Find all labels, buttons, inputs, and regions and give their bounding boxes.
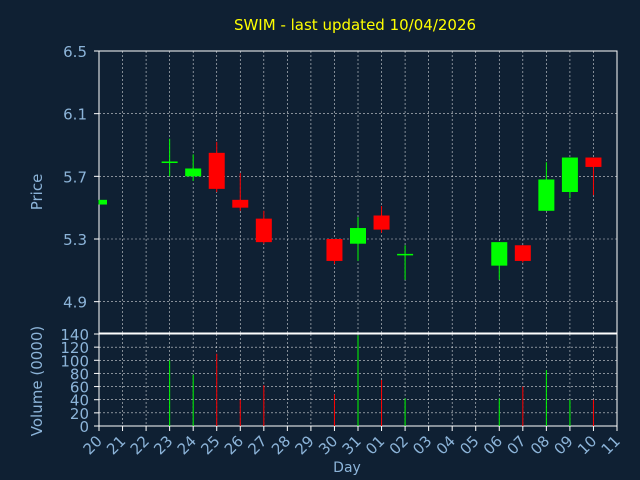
x-tick-label: 11	[598, 432, 624, 458]
x-tick-label: 24	[174, 432, 200, 458]
x-tick-label: 25	[197, 432, 223, 458]
x-tick-label: 22	[127, 432, 153, 458]
x-tick-label: 27	[244, 432, 270, 458]
candle-body	[255, 218, 272, 243]
volume-axis-label: Volume (0000)	[28, 326, 46, 436]
x-tick-label: 20	[80, 432, 106, 458]
x-tick-label: 03	[409, 432, 435, 458]
candles	[98, 138, 602, 280]
volume-tick-label: 0	[79, 418, 89, 436]
x-tick-label: 31	[339, 432, 365, 458]
candle-body	[350, 228, 366, 244]
candle-body	[373, 215, 390, 230]
x-tick-label: 29	[292, 432, 318, 458]
x-tick-label: 01	[362, 432, 388, 458]
price-tick-label: 5.7	[63, 168, 87, 186]
volume-tick-label: 20	[70, 405, 89, 423]
price-panel: 4.9 5.3 5.7 6.1 6.5 Price	[28, 43, 618, 334]
volume-tick-label: 140	[60, 326, 89, 344]
x-tick-label: 10	[574, 432, 600, 458]
price-tick-label: 5.3	[63, 231, 87, 249]
candle-body	[232, 199, 249, 208]
x-tick-labels: 2021222324252627282930310102030405060708…	[80, 426, 624, 458]
x-tick-label: 06	[480, 432, 506, 458]
price-axis-label: Price	[28, 174, 46, 211]
x-tick-label: 05	[456, 432, 482, 458]
x-tick-label: 26	[221, 432, 247, 458]
volume-tick-label: 40	[70, 392, 89, 410]
x-tick-label: 23	[150, 432, 176, 458]
candle-body	[514, 245, 531, 261]
x-tick-label: 07	[503, 432, 529, 458]
candle-body	[326, 239, 343, 261]
candle-body	[185, 168, 202, 177]
candle-body	[561, 157, 578, 192]
x-tick-label: 08	[527, 432, 553, 458]
volume-bars	[169, 335, 594, 426]
x-tick-label: 21	[103, 432, 129, 458]
price-tick-label: 6.5	[63, 43, 87, 61]
price-tick-label: 4.9	[63, 294, 87, 312]
candle-body	[585, 157, 602, 167]
x-tick-label: 30	[315, 432, 341, 458]
x-axis-label: Day	[333, 460, 361, 476]
volume-tick-label: 120	[60, 339, 89, 357]
volume-tick-label: 100	[60, 352, 89, 370]
x-tick-label: 02	[386, 432, 412, 458]
x-tick-label: 28	[268, 432, 294, 458]
x-tick-label: 09	[551, 432, 577, 458]
price-tick-labels: 4.9 5.3 5.7 6.1 6.5	[63, 43, 99, 312]
chart-title: SWIM - last updated 10/04/2026	[234, 16, 476, 34]
x-tick-label: 04	[433, 432, 459, 458]
volume-tick-label: 80	[70, 365, 89, 383]
candle-body	[208, 152, 225, 189]
candle-body	[538, 179, 555, 211]
volume-tick-label: 60	[70, 379, 89, 397]
candle-body	[491, 242, 508, 266]
candle-body	[99, 199, 107, 205]
price-tick-label: 6.1	[63, 106, 87, 124]
